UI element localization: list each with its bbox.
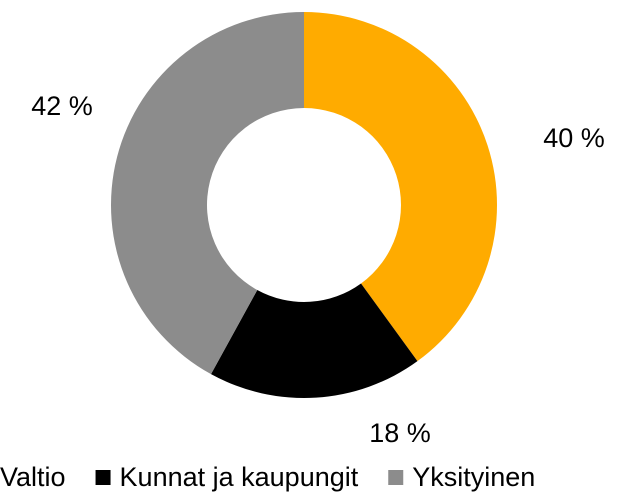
donut-slice xyxy=(110,12,304,375)
data-label: 40 % xyxy=(543,123,605,153)
data-label: 18 % xyxy=(369,418,431,448)
legend-label: Valtio xyxy=(0,462,66,492)
legend-label: Kunnat ja kaupungit xyxy=(120,462,359,492)
legend-marker xyxy=(95,470,111,485)
legend-label: Yksityinen xyxy=(412,462,535,492)
legend-marker xyxy=(388,470,404,485)
donut-slice xyxy=(211,283,418,398)
data-label: 42 % xyxy=(31,91,93,121)
donut-slice xyxy=(304,12,497,362)
